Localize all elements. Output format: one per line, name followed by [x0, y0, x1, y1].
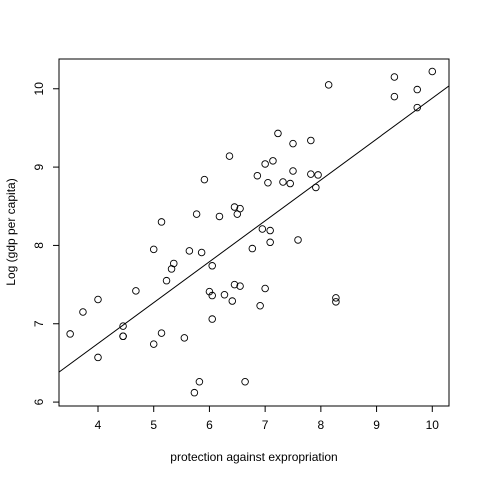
- data-point: [413, 85, 421, 94]
- x-axis-label: protection against expropriation: [170, 450, 337, 464]
- data-point: [413, 103, 421, 112]
- data-point: [256, 301, 264, 310]
- data-point: [332, 298, 340, 306]
- x-tick-label: 8: [318, 418, 325, 432]
- data-point: [228, 297, 237, 305]
- data-point: [190, 388, 199, 397]
- data-point: [230, 280, 239, 289]
- data-point: [264, 179, 272, 187]
- data-point: [157, 218, 166, 226]
- data-point: [258, 225, 267, 233]
- data-point: [79, 308, 87, 316]
- data-point: [314, 171, 322, 179]
- x-tick-label: 6: [206, 418, 213, 432]
- data-point: [332, 294, 340, 302]
- data-point: [94, 353, 102, 362]
- x-tick-label: 10: [426, 418, 440, 432]
- fit-line-layer: [59, 85, 449, 373]
- data-point: [294, 236, 302, 244]
- y-tick-label: 10: [32, 82, 46, 96]
- data-point: [132, 287, 140, 295]
- data-point: [220, 291, 229, 299]
- regression-line: [59, 85, 449, 373]
- data-point: [241, 377, 249, 386]
- data-point: [248, 244, 257, 253]
- data-point: [428, 67, 437, 76]
- data-point: [307, 170, 315, 178]
- x-tick-label: 5: [150, 418, 157, 432]
- data-point: [289, 167, 297, 175]
- data-point: [149, 245, 158, 254]
- data-point: [94, 295, 102, 304]
- x-axis: 4 5 6 7 8 9 10: [95, 406, 440, 432]
- data-point: [149, 340, 158, 348]
- data-point: [185, 247, 194, 255]
- data-point: [215, 212, 224, 221]
- data-point: [119, 322, 127, 330]
- y-axis-label: Log (gdp per capita): [4, 178, 18, 285]
- y-tick-label: 9: [32, 163, 46, 170]
- y-axis: 6 7 8 9 10: [32, 82, 59, 405]
- data-point: [157, 329, 166, 337]
- data-point: [162, 276, 171, 285]
- x-tick-label: 7: [262, 418, 269, 432]
- plot-frame: [58, 58, 450, 407]
- data-point: [236, 204, 244, 213]
- x-tick-label: 9: [373, 418, 380, 432]
- data-point: [312, 183, 320, 192]
- data-point: [324, 81, 333, 89]
- data-point: [200, 175, 209, 184]
- data-point: [261, 160, 269, 168]
- data-point: [307, 136, 315, 145]
- y-tick-label: 7: [32, 320, 46, 327]
- data-point: [208, 315, 216, 323]
- data-point: [236, 282, 244, 290]
- data-point: [274, 129, 282, 138]
- data-point: [253, 171, 262, 180]
- data-point: [289, 139, 297, 148]
- data-point: [286, 179, 294, 188]
- data-point: [261, 284, 269, 293]
- y-tick-label: 6: [32, 398, 46, 405]
- data-point: [390, 92, 399, 101]
- data-point: [197, 248, 206, 257]
- y-tick-label: 8: [32, 242, 46, 249]
- data-point: [195, 377, 204, 386]
- data-point: [279, 178, 287, 186]
- data-point: [205, 287, 214, 296]
- data-point: [266, 238, 274, 247]
- data-point: [180, 334, 189, 342]
- data-point: [208, 291, 216, 300]
- data-point: [266, 226, 274, 235]
- data-point: [269, 157, 277, 165]
- data-point: [66, 330, 74, 338]
- data-point: [208, 262, 216, 270]
- data-point: [170, 259, 178, 268]
- data-point: [119, 332, 127, 341]
- x-tick-label: 4: [95, 418, 102, 432]
- data-point: [390, 73, 399, 81]
- data-point: [230, 203, 239, 211]
- data-points: [66, 67, 437, 397]
- data-point: [192, 210, 201, 218]
- data-point: [225, 152, 234, 160]
